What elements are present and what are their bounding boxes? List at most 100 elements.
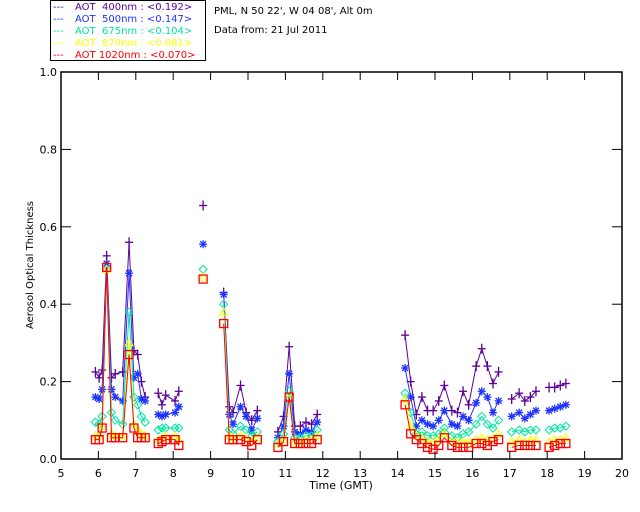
data-point bbox=[471, 419, 481, 429]
data-point bbox=[106, 407, 117, 418]
data-point bbox=[236, 380, 245, 391]
data-point bbox=[520, 440, 530, 451]
data-point bbox=[284, 392, 294, 402]
legend-swatch: --- bbox=[53, 26, 64, 37]
data-point bbox=[526, 392, 535, 403]
data-point bbox=[312, 434, 322, 445]
data-point bbox=[525, 440, 536, 451]
data-point bbox=[285, 341, 294, 352]
y-tick-label: 0.8 bbox=[40, 143, 58, 156]
data-point bbox=[482, 419, 493, 429]
data-point bbox=[514, 434, 525, 444]
data-point bbox=[550, 440, 560, 451]
data-point bbox=[236, 402, 245, 411]
data-point bbox=[459, 412, 468, 421]
data-point bbox=[400, 388, 410, 398]
data-point bbox=[225, 410, 234, 419]
data-point bbox=[95, 395, 104, 404]
data-point bbox=[429, 422, 438, 431]
data-point bbox=[464, 399, 473, 410]
series-1 bbox=[91, 240, 570, 442]
data-point bbox=[118, 433, 128, 443]
data-point bbox=[494, 396, 503, 405]
data-point bbox=[422, 442, 433, 453]
data-point bbox=[514, 440, 524, 451]
series-2 bbox=[90, 264, 571, 447]
data-point bbox=[98, 385, 107, 394]
legend-swatch: --- bbox=[53, 38, 64, 49]
legend-label: AOT 1020nm : <0.070> bbox=[75, 50, 196, 61]
data-point bbox=[198, 274, 208, 284]
data-point bbox=[452, 442, 463, 453]
data-point bbox=[174, 402, 183, 411]
data-point bbox=[95, 372, 104, 383]
data-point bbox=[458, 436, 468, 446]
data-point bbox=[97, 423, 107, 433]
series-0 bbox=[91, 200, 570, 437]
y-tick-label: 0.6 bbox=[40, 221, 58, 234]
data-point bbox=[494, 366, 503, 377]
data-point bbox=[229, 420, 238, 429]
x-tick-label: 10 bbox=[241, 467, 255, 480]
data-point bbox=[483, 393, 492, 402]
data-point bbox=[91, 366, 100, 377]
x-tick-label: 12 bbox=[316, 467, 330, 480]
data-point bbox=[401, 330, 410, 341]
data-point bbox=[525, 434, 536, 444]
x-tick-label: 7 bbox=[132, 467, 139, 480]
data-point bbox=[493, 428, 504, 438]
data-point bbox=[101, 262, 112, 273]
data-point bbox=[242, 412, 251, 421]
chart-marks bbox=[90, 200, 571, 454]
legend-label: AOT 870nm : <0.081> bbox=[75, 38, 193, 49]
data-point bbox=[440, 380, 449, 391]
data-point bbox=[406, 429, 416, 439]
data-point bbox=[198, 272, 208, 281]
data-point bbox=[301, 417, 310, 428]
data-point bbox=[253, 414, 262, 423]
data-point bbox=[140, 433, 150, 443]
data-point bbox=[556, 380, 565, 391]
data-point bbox=[98, 364, 107, 375]
data-point bbox=[493, 434, 504, 445]
data-point bbox=[561, 421, 571, 431]
data-point bbox=[471, 438, 481, 449]
data-point bbox=[514, 425, 524, 435]
legend: --- AOT 400nm : <0.192> --- AOT 500nm : <0… bbox=[50, 0, 206, 61]
data-point bbox=[406, 393, 415, 402]
data-point bbox=[515, 388, 524, 399]
data-point bbox=[136, 411, 147, 422]
data-point bbox=[561, 378, 570, 389]
data-point bbox=[102, 250, 111, 261]
data-point bbox=[472, 361, 481, 372]
data-point bbox=[447, 420, 456, 429]
data-point bbox=[124, 307, 134, 317]
data-point bbox=[429, 405, 438, 416]
data-point bbox=[94, 434, 104, 445]
data-point bbox=[472, 398, 481, 407]
data-point bbox=[313, 418, 322, 427]
data-point bbox=[295, 438, 306, 449]
data-point bbox=[253, 405, 262, 416]
data-point bbox=[129, 392, 139, 402]
y-axis-label: Aerosol Optical Thickness bbox=[25, 201, 36, 329]
legend-label: AOT 500nm : <0.147> bbox=[75, 14, 193, 25]
data-point bbox=[125, 269, 134, 278]
data-point bbox=[488, 378, 497, 389]
data-point bbox=[515, 408, 524, 417]
data-point bbox=[506, 427, 517, 437]
x-tick-label: 6 bbox=[95, 467, 102, 480]
data-point bbox=[307, 419, 316, 430]
data-point bbox=[132, 424, 143, 434]
data-point bbox=[544, 442, 554, 453]
legend-label: AOT 400nm : <0.192> bbox=[75, 2, 193, 13]
y-tick-label: 0.2 bbox=[40, 376, 58, 389]
data-point bbox=[219, 318, 229, 329]
x-tick-label: 5 bbox=[58, 467, 65, 480]
data-point bbox=[285, 369, 294, 378]
x-tick-label: 14 bbox=[391, 467, 405, 480]
data-point bbox=[531, 425, 541, 435]
data-point bbox=[439, 423, 450, 433]
data-point bbox=[111, 393, 120, 402]
x-tick-label: 15 bbox=[428, 467, 442, 480]
